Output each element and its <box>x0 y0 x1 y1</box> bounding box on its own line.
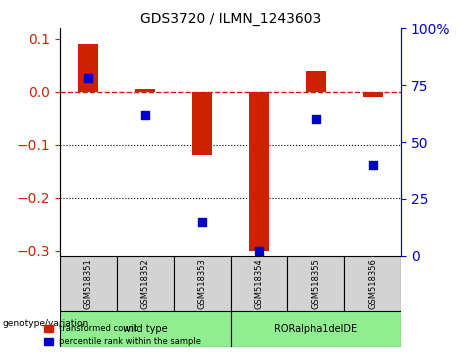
Text: GSM518353: GSM518353 <box>198 258 207 309</box>
Text: GSM518355: GSM518355 <box>311 258 320 309</box>
FancyBboxPatch shape <box>60 256 117 310</box>
Bar <box>135 89 155 92</box>
Text: RORalpha1delDE: RORalpha1delDE <box>274 324 357 334</box>
FancyBboxPatch shape <box>117 256 174 310</box>
Legend: transformed count, percentile rank within the sample: transformed count, percentile rank withi… <box>41 321 205 350</box>
FancyBboxPatch shape <box>60 310 230 347</box>
Bar <box>363 92 383 97</box>
Bar <box>192 92 212 155</box>
FancyBboxPatch shape <box>174 256 230 310</box>
Point <box>142 112 149 118</box>
FancyBboxPatch shape <box>230 256 287 310</box>
FancyBboxPatch shape <box>230 310 401 347</box>
Text: wild type: wild type <box>123 324 167 334</box>
Point <box>312 116 319 122</box>
Point <box>85 75 92 81</box>
Text: GSM518354: GSM518354 <box>254 258 263 309</box>
Text: GSM518356: GSM518356 <box>368 258 377 309</box>
Text: genotype/variation: genotype/variation <box>2 319 89 329</box>
Text: GSM518352: GSM518352 <box>141 258 150 309</box>
Title: GDS3720 / ILMN_1243603: GDS3720 / ILMN_1243603 <box>140 12 321 26</box>
Point <box>198 219 206 224</box>
Text: GSM518351: GSM518351 <box>84 258 93 309</box>
FancyBboxPatch shape <box>344 256 401 310</box>
Point <box>369 162 376 168</box>
Bar <box>78 44 98 92</box>
Point <box>255 249 263 254</box>
Bar <box>306 71 326 92</box>
Bar <box>249 92 269 251</box>
FancyBboxPatch shape <box>287 256 344 310</box>
